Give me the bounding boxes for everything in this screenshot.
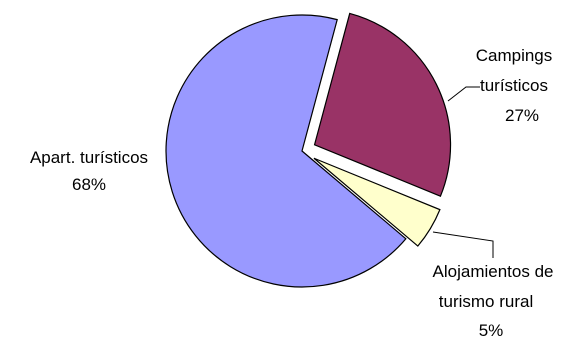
pie-slice-apart-turisticos (165, 14, 407, 288)
leader-lines-layer (432, 86, 494, 258)
labels-layer: Apart. turísticos 68% Campings turístico… (30, 46, 554, 338)
slice-label-campings-name-line2: turísticos (480, 76, 548, 95)
pie-slice-campings-turisticos (313, 12, 452, 197)
leader-line-alojamientos (432, 231, 494, 258)
slice-label-alojamientos-name-line1: Alojamientos de (433, 262, 554, 281)
pie-slice-alojamientos-turismo-rural (313, 157, 441, 247)
slice-label-alojamientos-value: 5% (479, 321, 504, 338)
slice-label-campings-name-line1: Campings (476, 46, 553, 65)
leader-line-campings (447, 86, 480, 102)
slice-label-apart-turisticos-value: 68% (72, 175, 106, 194)
slice-label-campings-value: 27% (505, 106, 539, 125)
slice-label-apart-turisticos-name: Apart. turísticos (30, 148, 148, 167)
slice-label-alojamientos-name-line2: turismo rural (439, 292, 533, 311)
slices-layer (165, 12, 452, 288)
